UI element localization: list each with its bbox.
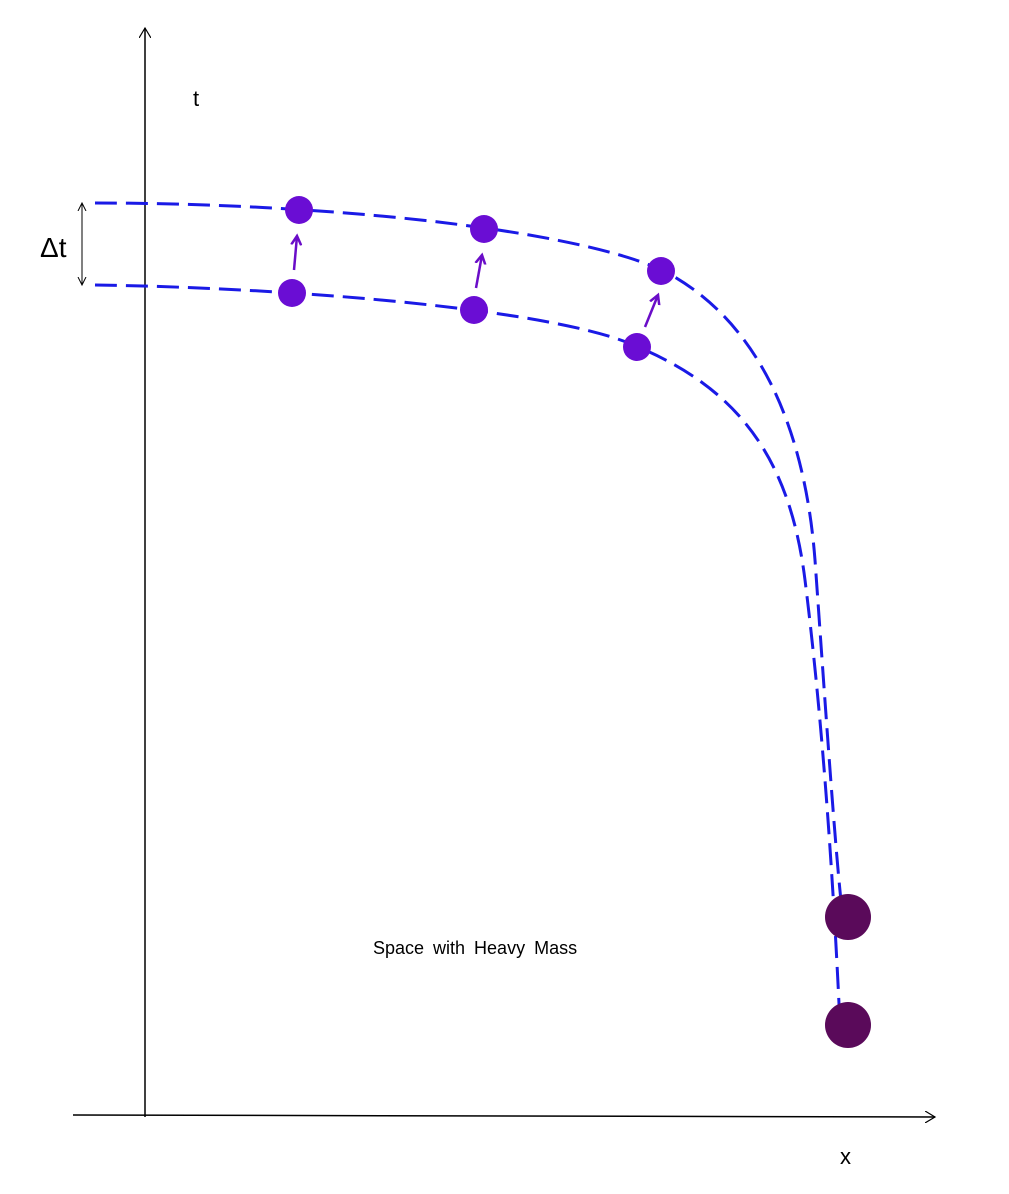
particles [278,196,675,361]
heavy-mass [825,894,871,940]
particle [623,333,651,361]
t-axis-label: t [193,86,199,111]
worldline-upper [94,201,845,921]
shift-arrow [643,295,658,328]
shift-arrow [294,236,297,271]
delta-t-label: Δt [40,232,67,263]
particle [278,279,306,307]
particle [647,257,675,285]
shift-arrow [476,255,482,289]
x-axis-label: x [840,1144,851,1169]
caption: Space with Heavy Mass [373,938,577,958]
shift-arrows [294,236,658,328]
heavy-mass [825,1002,871,1048]
particle [460,296,488,324]
particle [285,196,313,224]
particle [470,215,498,243]
worldline-lower [94,283,842,1026]
x-axis [72,1115,935,1117]
